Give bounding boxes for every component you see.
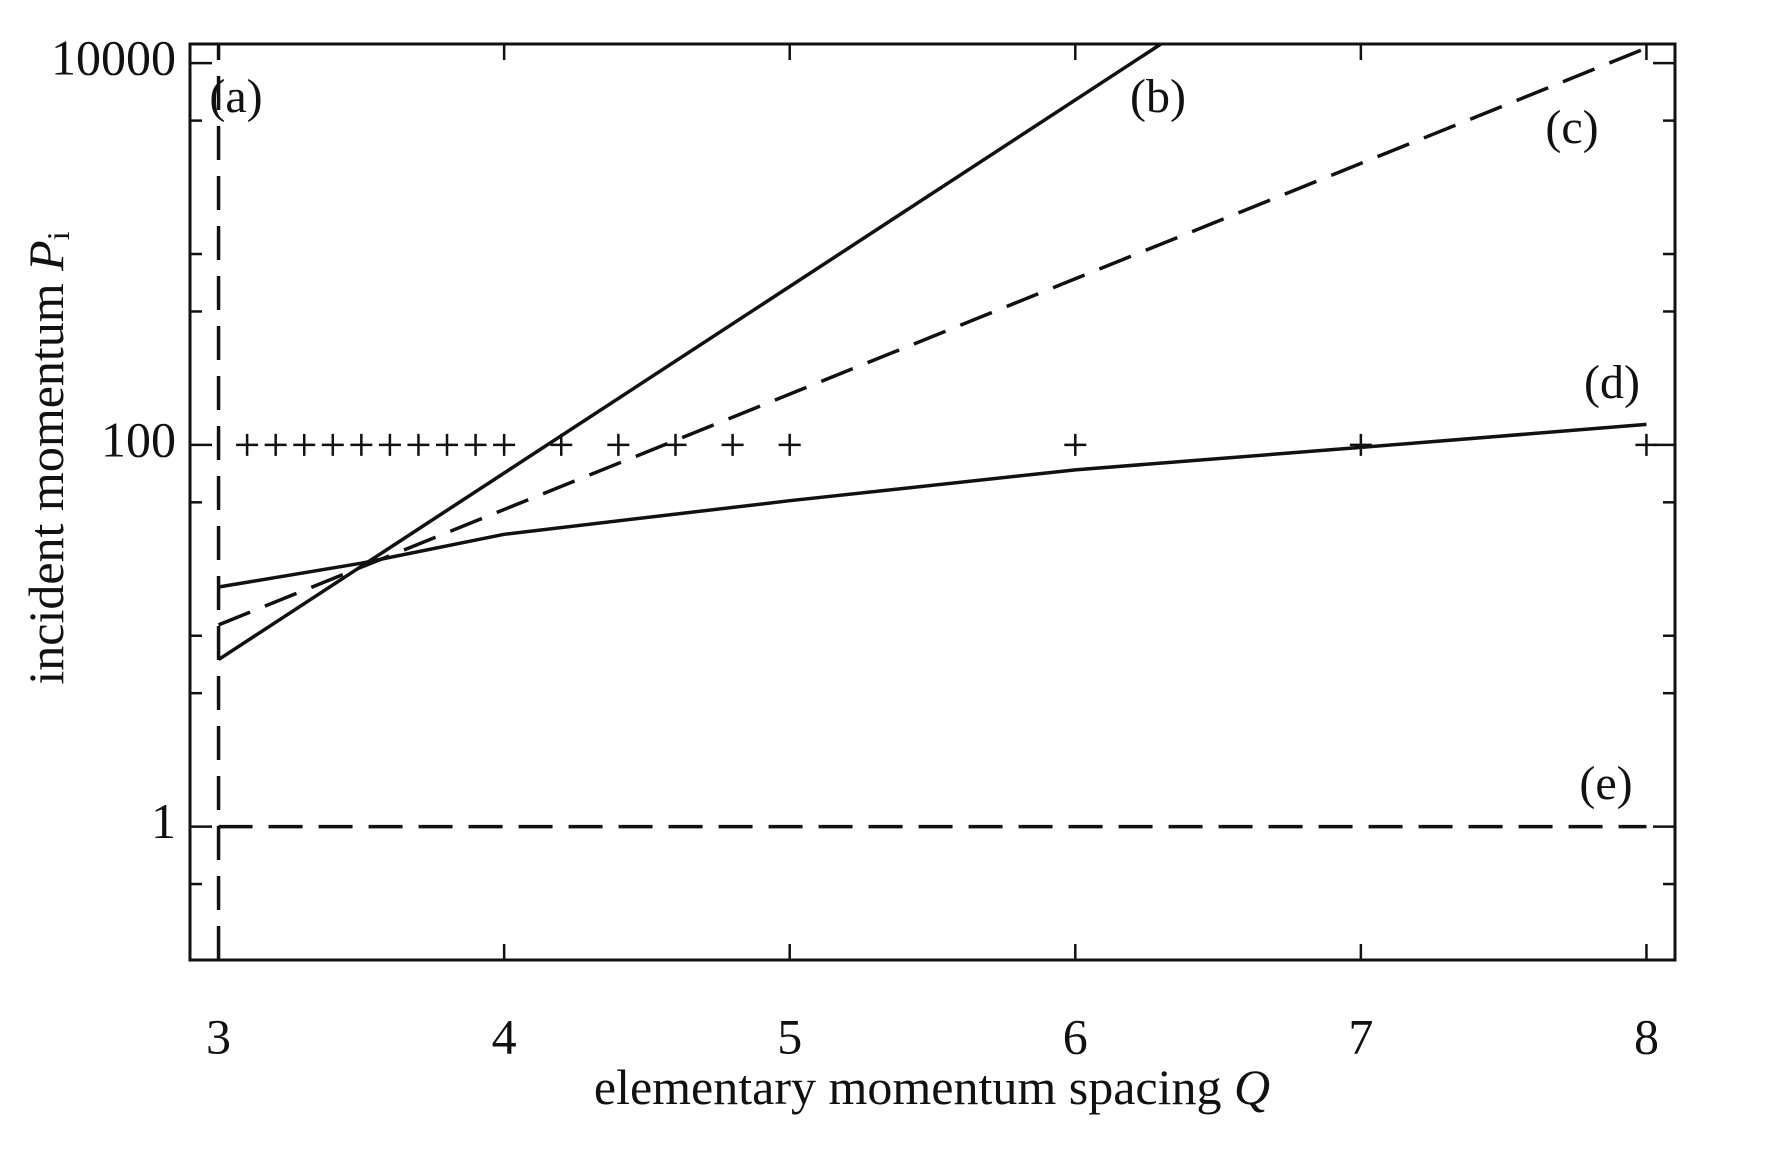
curve-label: (e) <box>1579 757 1632 810</box>
y-tick-label: 10000 <box>51 30 176 86</box>
x-tick-label: 6 <box>1063 1008 1088 1064</box>
plus-marker <box>464 433 487 456</box>
curve-label: (c) <box>1545 101 1598 154</box>
curve-label: (d) <box>1584 356 1640 409</box>
x-tick-label: 5 <box>777 1008 802 1064</box>
plus-marker <box>378 433 401 456</box>
plus-marker <box>778 433 801 456</box>
plus-marker <box>607 433 630 456</box>
curve <box>218 422 1647 589</box>
curve <box>217 44 1162 662</box>
curve <box>217 46 1648 627</box>
y-tick-label: 1 <box>151 793 176 849</box>
plus-marker <box>350 433 373 456</box>
y-label-subscript: i <box>40 231 76 240</box>
plus-marker <box>1064 433 1087 456</box>
plus-marker <box>293 433 316 456</box>
y-axis-label: incident momentum Pi <box>18 231 76 684</box>
x-tick-label: 7 <box>1348 1008 1373 1064</box>
plus-marker <box>493 433 516 456</box>
curve-label: (b) <box>1130 70 1186 123</box>
x-label-symbol: Q <box>1234 1059 1270 1115</box>
plus-marker <box>664 433 687 456</box>
y-label-text: incident momentum <box>18 283 74 684</box>
y-tick-label: 100 <box>101 411 176 467</box>
plus-marker <box>264 433 287 456</box>
plus-marker <box>1635 433 1658 456</box>
x-tick-label: 8 <box>1634 1008 1659 1064</box>
plus-marker <box>550 433 573 456</box>
curve-label: (a) <box>209 70 262 123</box>
plus-marker <box>321 433 344 456</box>
plus-marker <box>721 433 744 456</box>
plot-frame <box>188 42 1677 962</box>
plus-marker <box>436 433 459 456</box>
plus-marker <box>1349 433 1372 456</box>
y-label-symbol: P <box>18 240 74 272</box>
x-axis-label: elementary momentum spacing Q <box>594 1059 1270 1115</box>
x-tick-label: 3 <box>206 1008 231 1064</box>
plus-marker <box>407 433 430 456</box>
plus-marker <box>236 433 259 456</box>
x-tick-label: 4 <box>492 1008 517 1064</box>
x-label-text: elementary momentum spacing <box>594 1059 1222 1115</box>
